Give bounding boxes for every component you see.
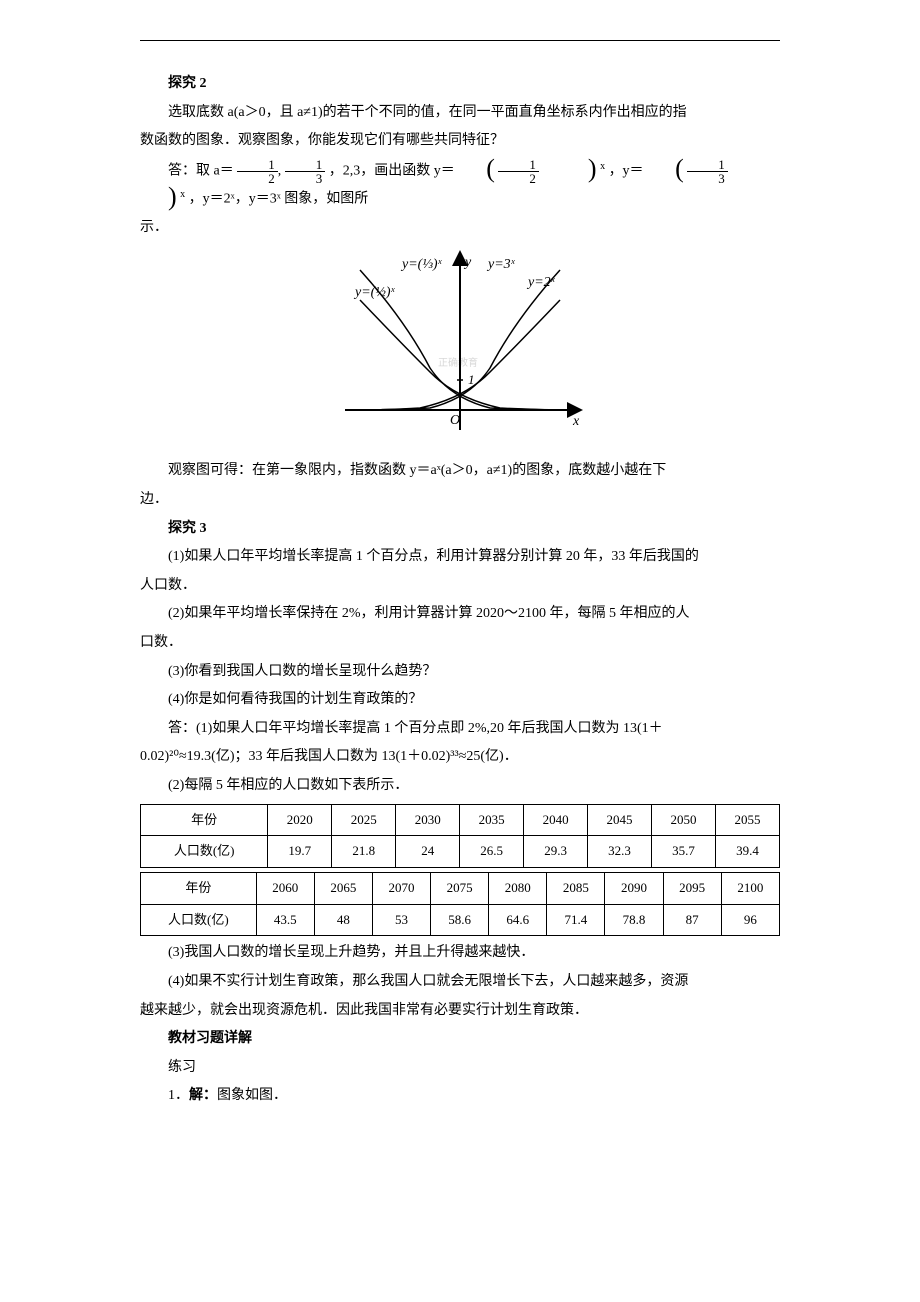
item1-tail: 图象如图． [217,1088,287,1103]
ex2-ans-tail2: 示． [140,215,780,242]
t1-h3: 2030 [396,804,460,836]
t2-h0: 年份 [141,872,257,904]
frac-half-2: 1 2 [498,158,539,185]
ex3-q1b: 人口数． [140,573,780,600]
population-table-2: 年份 2060 2065 2070 2075 2080 2085 2090 20… [140,872,780,936]
ex3-a3: (3)我国人口数的增长呈现上升趋势，并且上升得越来越快． [140,940,780,967]
bigparen-right-1: ) [560,156,597,182]
t2-h2: 2065 [314,872,372,904]
t2-r1: 43.5 [256,904,314,936]
ex3-q4: (4)你是如何看待我国的计划生育政策的？ [140,687,780,714]
bigparen-right-2: ) [140,184,177,210]
label-curve-3: y=3ˣ [486,257,516,272]
t2-r0: 人口数(亿) [141,904,257,936]
population-table-1: 年份 2020 2025 2030 2035 2040 2045 2050 20… [140,804,780,868]
t2-h7: 2090 [605,872,663,904]
table-row: 年份 2060 2065 2070 2075 2080 2085 2090 20… [141,872,780,904]
t1-r3: 24 [396,836,460,868]
t1-h5: 2040 [524,804,588,836]
frac-third: 1 3 [285,158,326,185]
ex2-ans-tail: ，y＝2ˣ，y＝3ˣ 图象，如图所 [189,192,369,207]
t2-h8: 2095 [663,872,721,904]
t2-r7: 78.8 [605,904,663,936]
ex2-observe-1: 观察图可得：在第一象限内，指数函数 y＝aˣ(a＞0，a≠1)的图象，底数越小越… [140,458,780,485]
t1-h6: 2045 [588,804,652,836]
t2-r8: 87 [663,904,721,936]
t2-r3: 53 [372,904,430,936]
t1-h0: 年份 [141,804,268,836]
ex2-prompt-part2: 数函数的图象．观察图象，你能发现它们有哪些共同特征？ [140,128,780,155]
watermark: 正确教育 [438,356,478,369]
t1-r5: 29.3 [524,836,588,868]
t1-h2: 2025 [332,804,396,836]
t2-r4: 58.6 [431,904,489,936]
t1-r8: 39.4 [715,836,779,868]
frac-third-2: 1 3 [687,158,728,185]
ex2-ans-mid2: ，y＝ [609,163,644,178]
t1-h4: 2035 [460,804,524,836]
table-row: 人口数(亿) 19.7 21.8 24 26.5 29.3 32.3 35.7 … [141,836,780,868]
tick-1-label: 1 [468,372,475,387]
ex2-prompt-part1: 选取底数 a(a＞0，且 a≠1)的若干个不同的值，在同一平面直角坐标系内作出相… [140,100,780,127]
ex3-q2a: (2)如果年平均增长率保持在 2%，利用计算器计算 2020～2100 年，每隔… [140,601,780,628]
ex2-observe-2: 边． [140,487,780,514]
ex3-q2b: 口数． [140,630,780,657]
t2-h1: 2060 [256,872,314,904]
ex2-answer-line1: 答：取 a＝ 1 2 , 1 3 ，2,3，画出函数 y＝ ( 1 2 ) x … [140,157,780,214]
t1-r0: 人口数(亿) [141,836,268,868]
ex3-a2: (2)每隔 5 年相应的人口数如下表所示． [140,773,780,800]
t1-r4: 26.5 [460,836,524,868]
ex2-ans-prefix: 答：取 a＝ [168,163,234,178]
item1-bold: 解： [189,1088,217,1103]
label-curve-2: y=2ˣ [526,275,556,290]
t2-h9: 2100 [721,872,779,904]
t2-r5: 64.6 [489,904,547,936]
ex3-a1b: 0.02)²⁰≈19.3(亿)；33 年后我国人口数为 13(1＋0.02)³³… [140,744,780,771]
sup-x-2: x [180,189,185,200]
page: 探究 2 选取底数 a(a＞0，且 a≠1)的若干个不同的值，在同一平面直角坐标… [70,0,850,1212]
table-row: 年份 2020 2025 2030 2035 2040 2045 2050 20… [141,804,780,836]
t2-r9: 96 [721,904,779,936]
label-curve-1-2: y=(½)ˣ [353,285,395,300]
t1-h8: 2055 [715,804,779,836]
top-rule [140,40,780,41]
origin-label: O [450,413,460,428]
y-axis-label: y [463,255,472,270]
ex3-q3: (3)你看到我国人口数的增长呈现什么趋势？ [140,659,780,686]
ex3-a4b: 越来越少，就会出现资源危机．因此我国非常有必要实行计划生育政策． [140,998,780,1025]
practice-item-1: 1．解：图象如图． [140,1083,780,1110]
ex2-heading: 探究 2 [140,71,780,98]
ex3-a4a: (4)如果不实行计划生育政策，那么我国人口就会无限增长下去，人口越来越多，资源 [140,969,780,996]
t2-h5: 2080 [489,872,547,904]
t2-h4: 2075 [431,872,489,904]
item1-num: 1． [168,1088,189,1103]
ex2-ans-mid1: ，2,3，画出函数 y＝ [329,163,455,178]
t1-r2: 21.8 [332,836,396,868]
bigparen-left-2: ( [647,156,684,182]
ex3-a1a: 答：(1)如果人口年平均增长率提高 1 个百分点即 2%,20 年后我国人口数为… [140,716,780,743]
t1-r1: 19.7 [268,836,332,868]
practice-label: 练习 [140,1055,780,1082]
bigparen-left-1: ( [458,156,495,182]
ex3-heading: 探究 3 [140,516,780,543]
solutions-heading: 教材习题详解 [140,1026,780,1053]
t1-r6: 32.3 [588,836,652,868]
sup-x-1: x [600,161,605,172]
t2-h6: 2085 [547,872,605,904]
exp-chart: 正确教育 1 O x y y=(⅓)ˣ y=(½)ˣ y=3ˣ y=2ˣ [140,250,780,451]
t1-r7: 35.7 [652,836,716,868]
exp-chart-svg: 正确教育 1 O x y y=(⅓)ˣ y=(½)ˣ y=3ˣ y=2ˣ [330,250,590,440]
table-row: 人口数(亿) 43.5 48 53 58.6 64.6 71.4 78.8 87… [141,904,780,936]
t1-h7: 2050 [652,804,716,836]
x-axis-label: x [572,414,580,429]
t2-h3: 2070 [372,872,430,904]
t2-r6: 71.4 [547,904,605,936]
ex3-q1a: (1)如果人口年平均增长率提高 1 个百分点，利用计算器分别计算 20 年，33… [140,544,780,571]
t2-r2: 48 [314,904,372,936]
t1-h1: 2020 [268,804,332,836]
frac-half: 1 2 [237,158,278,185]
label-curve-1-3: y=(⅓)ˣ [400,257,442,272]
